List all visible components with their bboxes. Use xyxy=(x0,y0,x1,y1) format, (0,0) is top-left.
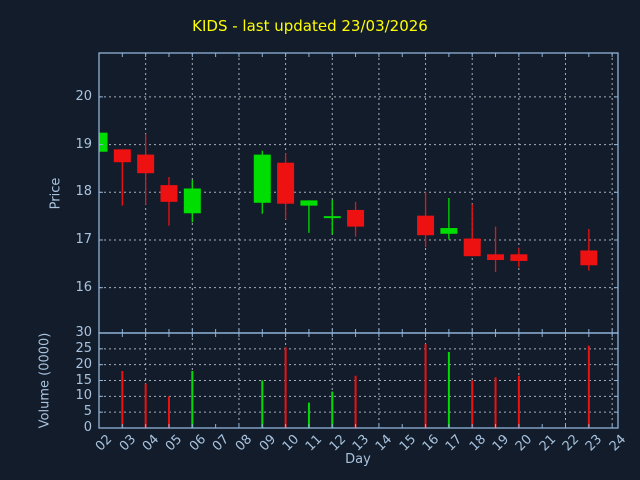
candle-body-day-23 xyxy=(580,250,598,266)
candle-body-day-12 xyxy=(323,216,341,219)
price-tick-label-17: 17 xyxy=(75,231,92,247)
volume-tick-label-5: 5 xyxy=(83,404,92,420)
price-tick-label-19: 19 xyxy=(75,136,92,152)
candle-body-day-09 xyxy=(253,154,271,203)
price-tick-label-16: 16 xyxy=(75,279,92,295)
volume-bar-day-04 xyxy=(144,383,147,428)
volume-bar-day-17 xyxy=(447,352,450,428)
volume-bar-day-03 xyxy=(121,371,124,428)
chart-title: KIDS - last updated 23/03/2026 xyxy=(192,17,428,35)
candle-body-day-02 xyxy=(99,132,108,152)
volume-bar-day-13 xyxy=(354,375,357,428)
volume-bar-day-11 xyxy=(307,402,310,428)
candle-body-day-03 xyxy=(113,149,131,163)
candle-body-day-17 xyxy=(440,228,458,234)
candle-body-day-06 xyxy=(183,188,201,214)
volume-bar-day-05 xyxy=(167,396,170,428)
volume-bar-day-12 xyxy=(331,391,334,428)
volume-bar-day-19 xyxy=(494,377,497,428)
volume-bar-day-18 xyxy=(471,380,474,428)
volume-tick-label-15: 15 xyxy=(75,372,92,388)
candle-body-day-11 xyxy=(300,200,318,206)
volume-tick-label-20: 20 xyxy=(75,356,92,372)
candle-body-day-20 xyxy=(510,254,528,261)
volume-bar-day-10 xyxy=(284,347,287,428)
volume-tick-label-25: 25 xyxy=(75,340,92,356)
volume-tick-label-0: 0 xyxy=(83,420,92,435)
volume-bar-day-23 xyxy=(587,345,590,428)
candle-body-day-04 xyxy=(137,154,155,174)
candle-body-day-05 xyxy=(160,185,178,202)
volume-bar-day-20 xyxy=(517,375,520,428)
volume-bar-day-16 xyxy=(424,344,427,428)
price-tick-label-18: 18 xyxy=(75,184,92,200)
candle-body-day-18 xyxy=(463,238,481,257)
x-axis-label: Day xyxy=(345,452,371,467)
candle-body-day-19 xyxy=(487,254,505,261)
candle-body-day-16 xyxy=(417,215,435,236)
volume-bar-day-06 xyxy=(191,371,194,428)
volume-tick-label-30: 30 xyxy=(75,325,92,340)
price-tick-label-20: 20 xyxy=(75,88,92,104)
candle-body-day-10 xyxy=(277,162,295,204)
volume-tick-label-10: 10 xyxy=(75,388,92,404)
candle-body-day-13 xyxy=(347,209,365,227)
volume-bar-day-09 xyxy=(261,380,264,428)
